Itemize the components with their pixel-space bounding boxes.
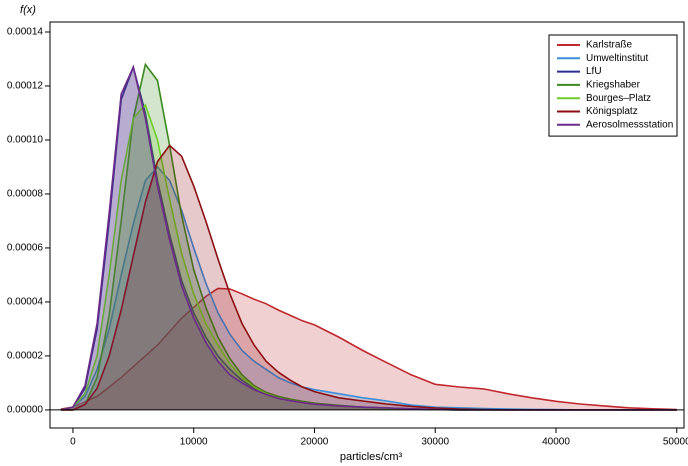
- y-tick-label: 0.00006: [7, 243, 44, 254]
- x-axis-label: particles/cm³: [340, 451, 403, 463]
- density-area: [60, 288, 677, 410]
- y-axis-label: f(x): [20, 4, 36, 16]
- y-tick-label: 0.00014: [7, 27, 44, 38]
- legend-label: Karlstraße: [586, 40, 633, 51]
- x-tick-label: 0: [70, 437, 76, 448]
- x-tick-label: 40000: [542, 437, 570, 448]
- density-area: [60, 64, 677, 410]
- density-area: [60, 67, 677, 410]
- density-line: [60, 287, 677, 411]
- legend-label: Aerosolmessstation: [586, 119, 673, 130]
- legend-label: Umweltinstitut: [586, 53, 648, 64]
- legend-label: Königsplatz: [586, 106, 638, 117]
- x-tick-label: 30000: [421, 437, 449, 448]
- y-tick-label: 0.00004: [7, 297, 44, 308]
- y-tick-label: 0.00000: [7, 405, 44, 416]
- y-tick-label: 0.00002: [7, 351, 44, 362]
- legend-label: Bourges–Platz: [586, 93, 651, 104]
- x-tick-label: 20000: [301, 437, 329, 448]
- density-area: [60, 167, 677, 410]
- density-area: [60, 145, 677, 410]
- plot-frame: [49, 21, 685, 429]
- legend-label: Kriegshaber: [586, 80, 641, 91]
- legend-label: LfU: [586, 66, 602, 77]
- x-tick-label: 10000: [180, 437, 208, 448]
- density-area: [60, 67, 677, 410]
- y-tick-label: 0.00012: [7, 81, 44, 92]
- y-tick-label: 0.00010: [7, 135, 44, 146]
- density-area: [60, 104, 677, 410]
- y-tick-label: 0.00008: [7, 189, 44, 200]
- x-tick-label: 50000: [663, 437, 688, 448]
